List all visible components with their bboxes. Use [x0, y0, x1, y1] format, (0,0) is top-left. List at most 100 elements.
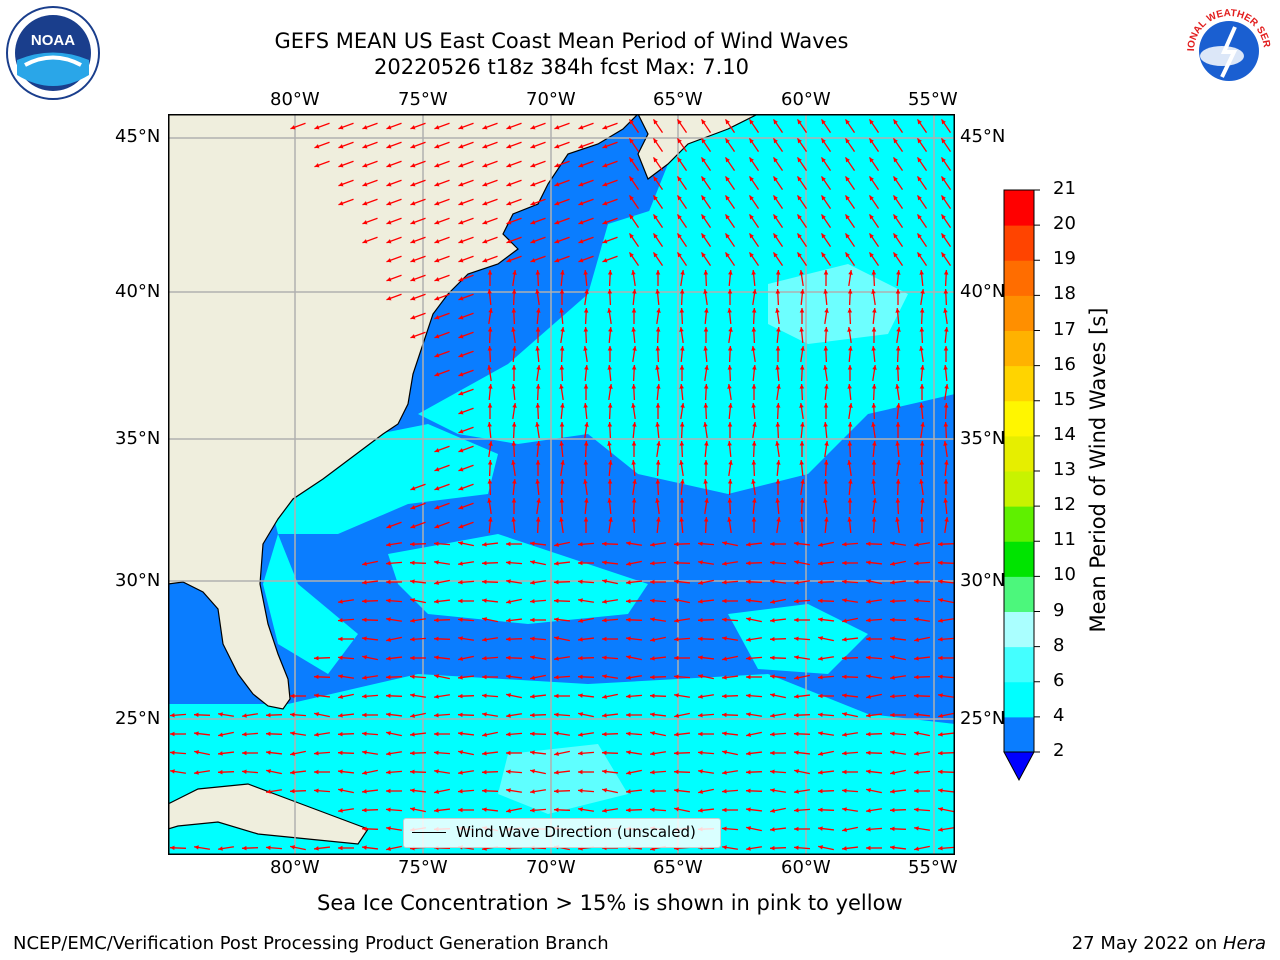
wave-direction-arrow [458, 541, 474, 547]
wave-direction-arrow [601, 713, 619, 718]
wave-direction-arrow [410, 483, 426, 491]
wave-direction-arrow [913, 542, 931, 547]
wave-direction-arrow [584, 421, 589, 439]
wave-direction-arrow [895, 345, 901, 363]
wave-direction-arrow [458, 807, 474, 813]
wave-direction-arrow [386, 122, 402, 130]
wave-direction-arrow [896, 269, 901, 287]
wave-direction-arrow [583, 440, 589, 458]
wave-direction-arrow [458, 407, 474, 415]
colorbar-segment [1004, 471, 1034, 507]
wave-direction-arrow [457, 675, 475, 680]
wave-direction-arrow [676, 252, 688, 266]
wave-direction-arrow [530, 769, 546, 775]
wave-direction-arrow [721, 789, 739, 794]
wave-direction-arrow [872, 440, 877, 458]
wave-direction-arrow [847, 288, 853, 306]
wave-direction-arrow [583, 384, 589, 400]
wave-direction-arrow [700, 195, 712, 209]
wave-direction-arrow [386, 788, 402, 794]
wave-direction-arrow [940, 176, 952, 190]
wave-direction-arrow [577, 674, 595, 680]
wave-direction-arrow [457, 789, 475, 794]
wave-direction-arrow [913, 751, 931, 756]
wave-direction-arrow [841, 732, 859, 737]
wave-direction-arrow [844, 157, 856, 171]
wave-direction-arrow [554, 179, 570, 187]
wave-direction-arrow [482, 617, 498, 623]
wave-direction-arrow [577, 579, 595, 584]
wave-direction-arrow [775, 364, 780, 382]
wave-direction-arrow [799, 308, 805, 324]
footer-credit: NCEP/EMC/Verification Post Processing Pr… [13, 933, 609, 954]
colorbar-tick-label: 11 [1053, 529, 1076, 551]
wave-direction-arrow [560, 269, 565, 287]
colorbar [1000, 186, 1040, 786]
wave-direction-arrow [937, 732, 955, 737]
wave-direction-arrow [481, 693, 499, 698]
wave-direction-arrow [241, 732, 259, 737]
wave-direction-arrow [841, 788, 859, 793]
wave-direction-arrow [772, 252, 784, 266]
colorbar-label: Mean Period of Wind Waves [s] [1086, 307, 1110, 633]
wave-direction-arrow [793, 580, 811, 585]
wave-direction-arrow [943, 307, 948, 325]
wave-direction-arrow [530, 122, 546, 130]
wave-direction-arrow [458, 445, 474, 453]
wave-direction-arrow [505, 788, 523, 793]
wave-direction-arrow [817, 656, 835, 661]
wave-direction-arrow [892, 195, 904, 209]
wave-direction-arrow [700, 157, 712, 171]
wave-direction-arrow [652, 252, 664, 266]
wave-direction-arrow [628, 214, 640, 228]
wave-direction-arrow [434, 483, 450, 491]
wave-direction-arrow [434, 369, 450, 377]
wave-direction-arrow [794, 769, 810, 775]
wave-direction-arrow [560, 326, 565, 344]
wave-direction-arrow [842, 769, 858, 775]
wave-direction-arrow [559, 289, 565, 305]
wave-direction-arrow [724, 195, 736, 209]
wave-direction-arrow [313, 693, 331, 698]
wave-direction-arrow [818, 750, 834, 756]
wave-direction-arrow [511, 307, 517, 325]
wave-direction-arrow [896, 326, 901, 344]
wave-direction-arrow [410, 807, 426, 813]
wave-direction-arrow [583, 478, 588, 496]
wave-direction-arrow [434, 312, 450, 320]
map-panel [168, 114, 955, 855]
wave-direction-arrow [505, 636, 523, 642]
wave-direction-arrow [916, 157, 928, 171]
wave-direction-arrow [652, 214, 664, 228]
wave-direction-arrow [800, 345, 805, 363]
wave-direction-arrow [745, 788, 763, 794]
wave-direction-arrow [728, 402, 733, 420]
wave-direction-arrow [578, 769, 594, 775]
wave-direction-arrow [844, 214, 856, 228]
wave-direction-arrow [748, 195, 760, 209]
wave-direction-arrow [409, 750, 427, 756]
wave-direction-arrow [895, 383, 900, 401]
wave-direction-arrow [916, 214, 928, 228]
legend-label: Wind Wave Direction (unscaled) [456, 823, 696, 841]
wave-direction-arrow [194, 750, 210, 756]
wave-direction-arrow [434, 331, 450, 339]
lon-label-top: 60°W [781, 89, 831, 110]
wave-direction-arrow [649, 693, 667, 699]
lon-label-top: 75°W [398, 89, 448, 110]
wave-direction-arrow [817, 788, 835, 794]
wave-direction-arrow [193, 731, 211, 736]
wave-direction-arrow [584, 497, 589, 515]
wave-direction-arrow [680, 345, 685, 363]
wave-direction-arrow [817, 579, 835, 585]
wave-direction-arrow [892, 138, 904, 152]
wave-direction-arrow [649, 656, 667, 661]
wave-direction-arrow [511, 421, 517, 439]
wave-direction-arrow [914, 579, 930, 585]
wave-direction-arrow [169, 845, 187, 851]
wave-direction-arrow [890, 712, 906, 718]
wave-direction-arrow [506, 122, 522, 130]
wave-direction-arrow [410, 293, 426, 301]
wave-direction-arrow [722, 541, 738, 547]
wave-direction-arrow [895, 422, 901, 438]
